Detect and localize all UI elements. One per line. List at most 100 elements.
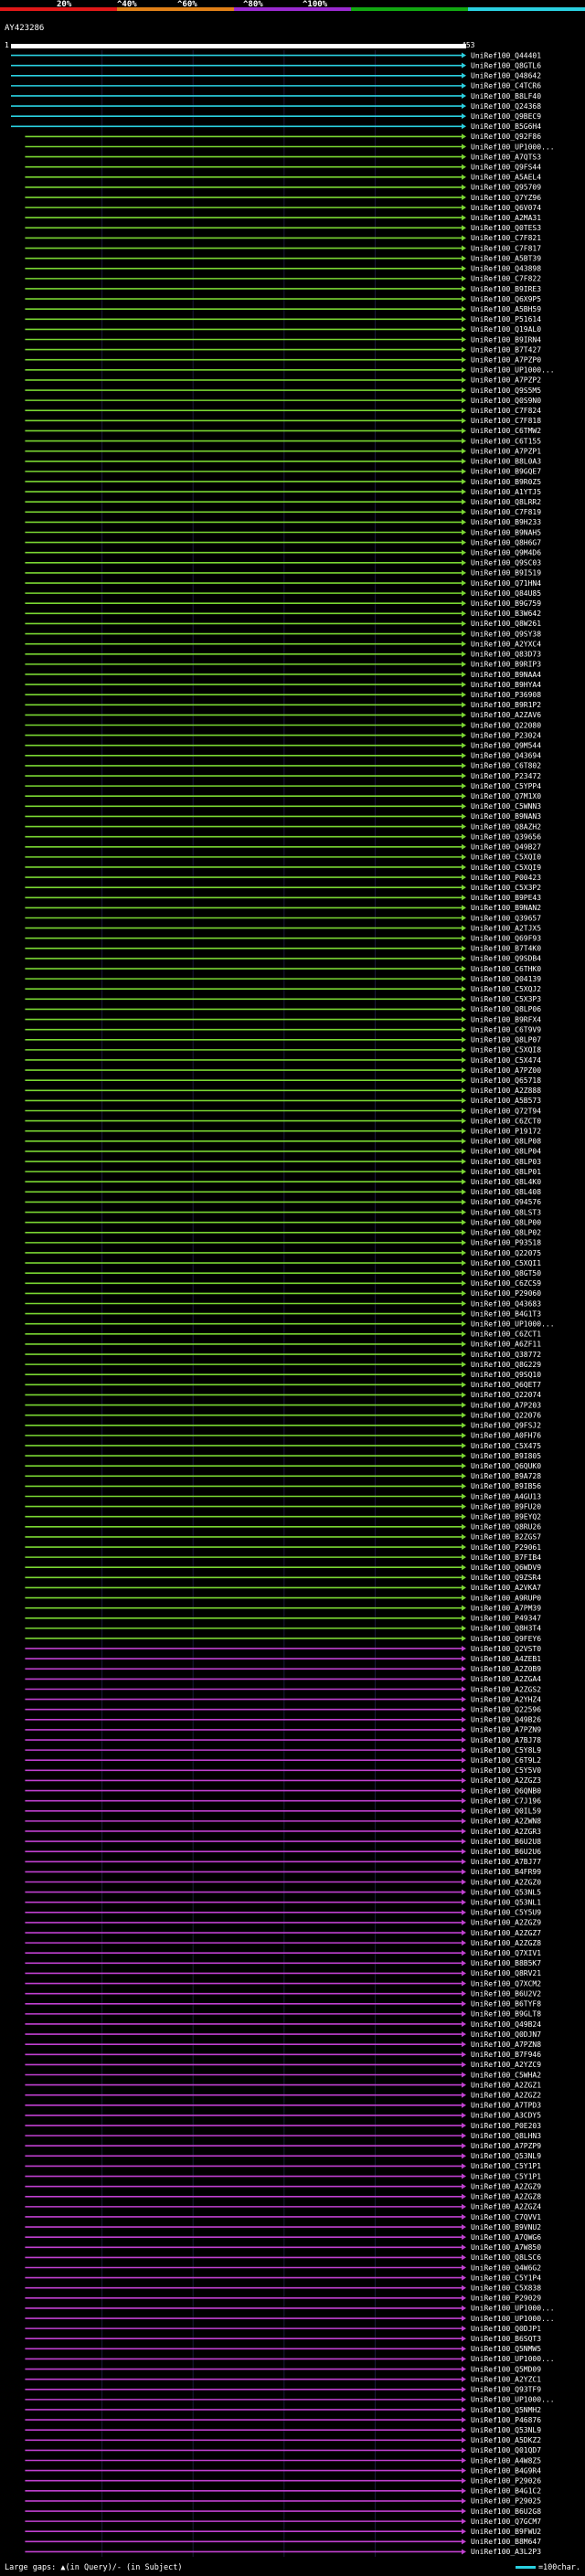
hit-label[interactable]: UniRef100_C6ZCS9	[471, 1279, 541, 1288]
hit-label[interactable]: UniRef100_C6T9V9	[471, 1025, 541, 1034]
hit-label[interactable]: UniRef100_A7PZP0	[471, 356, 541, 365]
hit-label[interactable]: UniRef100_A7P203	[471, 1401, 541, 1409]
hit-label[interactable]: UniRef100_Q8LP07	[471, 1036, 541, 1044]
hit-label[interactable]: UniRef100_B9FU20	[471, 1502, 541, 1511]
hit-label[interactable]: UniRef100_Q5MD09	[471, 2365, 541, 2373]
hit-label[interactable]: UniRef100_Q22075	[471, 1249, 541, 1257]
hit-label[interactable]: UniRef100_B4FR99	[471, 1868, 541, 1876]
hit-label[interactable]: UniRef100_A3L2P3	[471, 2548, 541, 2556]
hit-label[interactable]: UniRef100_Q8LP00	[471, 1218, 541, 1226]
hit-label[interactable]: UniRef100_P23472	[471, 772, 541, 780]
hit-label[interactable]: UniRef100_P49347	[471, 1615, 541, 1623]
hit-label[interactable]: UniRef100_C7F818	[471, 417, 541, 425]
hit-label[interactable]: UniRef100_Q53NL9	[471, 2152, 541, 2160]
hit-label[interactable]: UniRef100_C4TCR6	[471, 82, 541, 90]
hit-label[interactable]: UniRef100_B9RIP3	[471, 661, 541, 669]
hit-label[interactable]: UniRef100_Q9SQ10	[471, 1371, 541, 1379]
hit-label[interactable]: UniRef100_A7PZP1	[471, 447, 541, 455]
hit-label[interactable]: UniRef100_UP1000...	[471, 2315, 555, 2323]
hit-label[interactable]: UniRef100_B9GQE7	[471, 468, 541, 476]
hit-label[interactable]: UniRef100_Q6QUK0	[471, 1462, 541, 1470]
hit-label[interactable]: UniRef100_C5XQI8	[471, 1046, 541, 1055]
hit-label[interactable]: UniRef100_C5Y8L9	[471, 1746, 541, 1754]
hit-label[interactable]: UniRef100_B9GLT8	[471, 2010, 541, 2019]
hit-label[interactable]: UniRef100_A2YZC9	[471, 2061, 541, 2069]
hit-label[interactable]: UniRef100_C7F817	[471, 244, 541, 252]
hit-label[interactable]: UniRef100_B3W642	[471, 610, 541, 618]
hit-label[interactable]: UniRef100_Q94576	[471, 1198, 541, 1206]
hit-label[interactable]: UniRef100_P00423	[471, 874, 541, 882]
hit-label[interactable]: UniRef100_A3CDY5	[471, 2112, 541, 2120]
hit-label[interactable]: UniRef100_Q8LP02	[471, 1229, 541, 1237]
hit-label[interactable]: UniRef100_B9NAN2	[471, 904, 541, 912]
hit-label[interactable]: UniRef100_Q93TF9	[471, 2386, 541, 2394]
hit-label[interactable]: UniRef100_Q53NL9	[471, 2426, 541, 2434]
hit-label[interactable]: UniRef100_Q0DJN7	[471, 2030, 541, 2039]
hit-label[interactable]: UniRef100_A2ZGZ8	[471, 2193, 541, 2201]
hit-label[interactable]: UniRef100_C5XQJ2	[471, 985, 541, 993]
hit-label[interactable]: UniRef100_Q49B26	[471, 1716, 541, 1724]
hit-label[interactable]: UniRef100_B9EYQ2	[471, 1513, 541, 1521]
hit-label[interactable]: UniRef100_C7F821	[471, 234, 541, 242]
hit-label[interactable]: UniRef100_A2TJX5	[471, 924, 541, 932]
hit-label[interactable]: UniRef100_Q9SY38	[471, 630, 541, 638]
hit-label[interactable]: UniRef100_A2VKA7	[471, 1584, 541, 1592]
hit-label[interactable]: UniRef100_C5XQI1	[471, 1259, 541, 1267]
hit-label[interactable]: UniRef100_B6U2U8	[471, 1838, 541, 1846]
hit-label[interactable]: UniRef100_Q8LP08	[471, 1138, 541, 1146]
hit-label[interactable]: UniRef100_A7BJ77	[471, 1858, 541, 1866]
hit-label[interactable]: UniRef100_C5WHA2	[471, 2071, 541, 2079]
hit-label[interactable]: UniRef100_B7FIB4	[471, 1553, 541, 1562]
hit-label[interactable]: UniRef100_A7PZ00	[471, 1066, 541, 1075]
hit-label[interactable]: UniRef100_Q7M1X0	[471, 792, 541, 800]
hit-label[interactable]: UniRef100_Q39656	[471, 832, 541, 841]
hit-label[interactable]: UniRef100_Q0DJP1	[471, 2325, 541, 2333]
hit-label[interactable]: UniRef100_B9R0Z5	[471, 478, 541, 486]
hit-label[interactable]: UniRef100_B9IRE3	[471, 285, 541, 293]
hit-label[interactable]: UniRef100_A4W8Z5	[471, 2456, 541, 2465]
hit-label[interactable]: UniRef100_B9G759	[471, 599, 541, 608]
hit-label[interactable]: UniRef100_C5Y5U9	[471, 1909, 541, 1917]
hit-label[interactable]: UniRef100_Q92F86	[471, 133, 541, 141]
hit-label[interactable]: UniRef100_Q49B27	[471, 843, 541, 852]
hit-label[interactable]: UniRef100_C7F819	[471, 508, 541, 516]
hit-label[interactable]: UniRef100_C6THK0	[471, 965, 541, 973]
hit-label[interactable]: UniRef100_A2ZWN8	[471, 1818, 541, 1826]
hit-label[interactable]: UniRef100_Q44401	[471, 51, 541, 59]
hit-label[interactable]: UniRef100_Q2VST0	[471, 1645, 541, 1653]
hit-label[interactable]: UniRef100_B9FWU2	[471, 2528, 541, 2536]
hit-label[interactable]: UniRef100_B8LF40	[471, 92, 541, 101]
hit-label[interactable]: UniRef100_A5BT39	[471, 254, 541, 262]
hit-label[interactable]: UniRef100_Q22596	[471, 1706, 541, 1714]
hit-label[interactable]: UniRef100_C5Y5V0	[471, 1766, 541, 1775]
hit-label[interactable]: UniRef100_A2ZGZ0	[471, 1878, 541, 1886]
hit-label[interactable]: UniRef100_B9HYA4	[471, 681, 541, 689]
hit-label[interactable]: UniRef100_C6T155	[471, 437, 541, 445]
hit-label[interactable]: UniRef100_C6TMW2	[471, 427, 541, 435]
hit-label[interactable]: UniRef100_Q6V074	[471, 204, 541, 212]
hit-label[interactable]: UniRef100_C5WNN3	[471, 802, 541, 811]
hit-label[interactable]: UniRef100_C5Y1P1	[471, 2172, 541, 2180]
hit-label[interactable]: UniRef100_A2ZGA4	[471, 1675, 541, 1683]
hit-label[interactable]: UniRef100_A5AEL4	[471, 174, 541, 182]
hit-label[interactable]: UniRef100_C7QVV1	[471, 2213, 541, 2221]
hit-label[interactable]: UniRef100_Q48642	[471, 72, 541, 80]
hit-label[interactable]: UniRef100_Q9S5M5	[471, 387, 541, 395]
hit-label[interactable]: UniRef100_Q22076	[471, 1411, 541, 1419]
hit-label[interactable]: UniRef100_B6SQT3	[471, 2335, 541, 2343]
hit-label[interactable]: UniRef100_Q8LST3	[471, 1208, 541, 1216]
hit-label[interactable]: UniRef100_Q4W6G2	[471, 2263, 541, 2272]
hit-label[interactable]: UniRef100_A2YXC4	[471, 640, 541, 648]
hit-label[interactable]: UniRef100_C5Y1P4	[471, 2274, 541, 2282]
hit-label[interactable]: UniRef100_C5X475	[471, 1442, 541, 1450]
hit-label[interactable]: UniRef100_Q24368	[471, 102, 541, 111]
hit-label[interactable]: UniRef100_B2ZGS7	[471, 1533, 541, 1542]
hit-label[interactable]: UniRef100_C6ZCT1	[471, 1330, 541, 1339]
hit-label[interactable]: UniRef100_A7PM39	[471, 1604, 541, 1612]
hit-label[interactable]: UniRef100_Q43683	[471, 1299, 541, 1308]
hit-label[interactable]: UniRef100_A2ZGS2	[471, 1685, 541, 1693]
hit-label[interactable]: UniRef100_Q38772	[471, 1351, 541, 1359]
hit-label[interactable]: UniRef100_Q8LP04	[471, 1148, 541, 1156]
hit-label[interactable]: UniRef100_Q43694	[471, 752, 541, 760]
hit-label[interactable]: UniRef100_A7BJ78	[471, 1736, 541, 1744]
